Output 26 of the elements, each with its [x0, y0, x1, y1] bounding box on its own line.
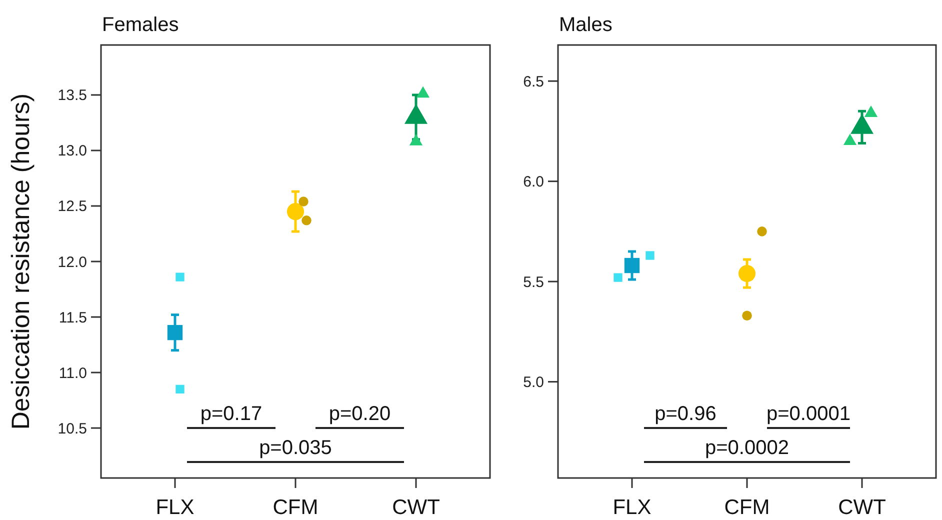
annotation: p=0.0002 [705, 437, 789, 459]
y-tick-label: 11.5 [58, 309, 87, 326]
x-tick-label: CFM [272, 496, 318, 519]
annotation: p=0.20 [328, 403, 391, 425]
chart-title: Males [559, 14, 612, 36]
y-tick-label: 11.0 [58, 364, 87, 382]
x-tick-label: CFM [724, 496, 770, 519]
x-tick-label: CWT [392, 496, 440, 519]
y-tick-label: 12.5 [58, 198, 87, 216]
y-tick-label: 12.0 [58, 254, 87, 271]
y-tick-label: 6.0 [523, 174, 544, 191]
y-axis-title: Desiccation resistance (hours) [7, 93, 35, 430]
y-tick-label: 5.5 [523, 274, 544, 291]
x-tick-label: FLX [156, 496, 194, 519]
y-tick-label: 13.5 [58, 87, 87, 104]
x-tick-label: FLX [612, 496, 652, 519]
y-tick-label: 6.5 [523, 73, 544, 90]
annotation: p=0.96 [654, 403, 716, 425]
annotation: p=0.17 [200, 403, 262, 425]
y-tick-label: 13.0 [58, 142, 87, 160]
annotation: p=0.0001 [766, 403, 850, 425]
x-tick-label: CWT [838, 496, 886, 519]
y-tick-label: 10.5 [58, 420, 87, 438]
y-tick-label: 5.0 [523, 374, 544, 392]
annotation: p=0.035 [259, 437, 332, 459]
chart-title: Females [102, 14, 179, 36]
